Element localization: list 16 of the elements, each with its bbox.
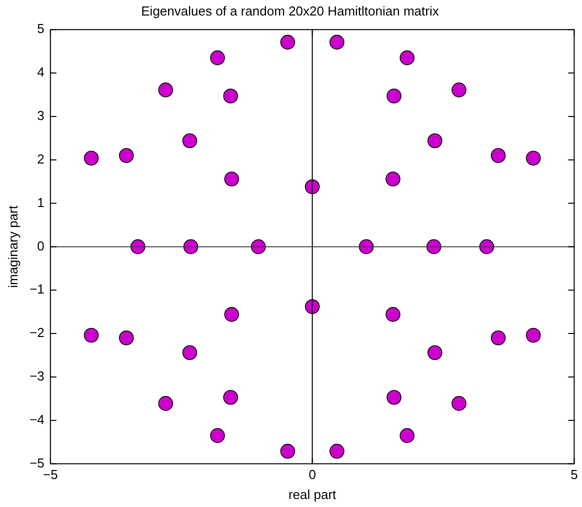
y-tick-label: 4 [37, 64, 44, 80]
x-tick-label: 0 [308, 467, 316, 482]
y-tick-label: −1 [30, 282, 44, 297]
y-tick-label: 3 [37, 108, 44, 124]
y-tick-label: 0 [37, 238, 44, 254]
y-tick-label: 1 [37, 194, 44, 210]
x-tick-label: 5 [570, 467, 578, 482]
y-tick-label: −3 [30, 368, 44, 384]
chart-title: Eigenvalues of a random 20x20 Hamitltonian matrix [141, 3, 440, 18]
y-tick-label: −5 [30, 455, 44, 470]
y-tick-label: 2 [37, 151, 44, 166]
y-tick-label: −4 [30, 412, 44, 427]
y-tick-label: −2 [30, 325, 44, 340]
y-axis-title: imaginary part [5, 205, 20, 288]
x-axis-title: real part [288, 486, 337, 502]
y-tick-label: 5 [37, 21, 44, 36]
